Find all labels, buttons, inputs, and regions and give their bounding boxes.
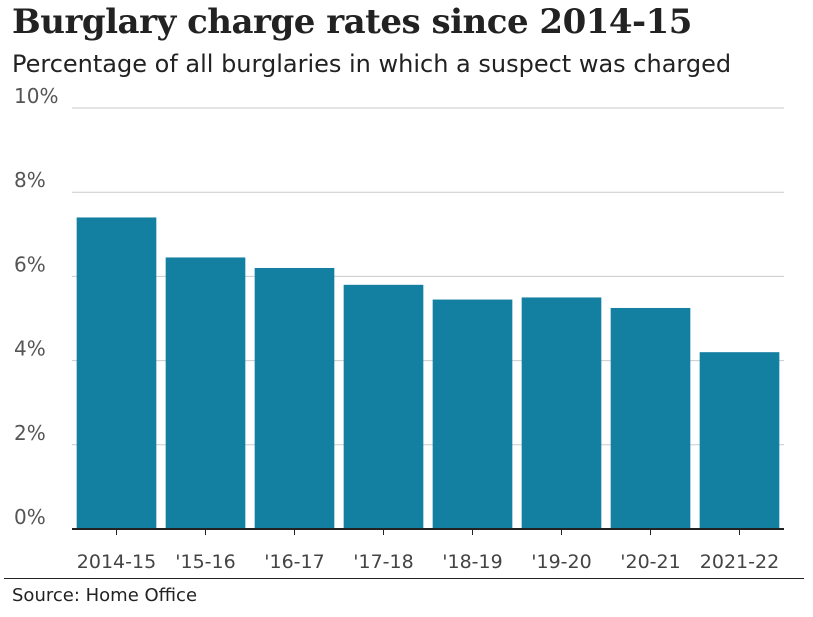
bar bbox=[432, 299, 513, 529]
bar bbox=[254, 267, 335, 529]
x-axis-tick-labels: 2014-15 '15-16 '16-17 '17-18 '18-19 '19-20 '20… bbox=[77, 551, 779, 573]
source-divider bbox=[4, 578, 804, 579]
x-tick-label: '18-19 bbox=[442, 551, 502, 573]
bar bbox=[76, 217, 157, 529]
x-tick-label: '20-21 bbox=[620, 551, 680, 573]
y-tick-label: 8% bbox=[14, 168, 46, 192]
bar bbox=[699, 352, 780, 529]
x-tick-label: '19-20 bbox=[531, 551, 591, 573]
y-tick-label: 6% bbox=[14, 252, 46, 276]
x-axis bbox=[72, 528, 784, 535]
x-tick-label: '15-16 bbox=[175, 551, 235, 573]
x-tick-label: '16-17 bbox=[264, 551, 324, 573]
x-tick-label: 2014-15 bbox=[77, 551, 156, 573]
chart-subtitle: Percentage of all burglaries in which a … bbox=[12, 50, 732, 78]
chart-title: Burglary charge rates since 2014-15 bbox=[12, 2, 692, 42]
y-tick-label: 10% bbox=[14, 84, 58, 108]
source-note: Source: Home Office bbox=[12, 585, 198, 606]
bar bbox=[610, 307, 691, 529]
bar bbox=[521, 297, 602, 529]
bar bbox=[165, 257, 246, 529]
x-tick-label: '17-18 bbox=[353, 551, 413, 573]
y-tick-label: 0% bbox=[14, 505, 46, 529]
y-tick-label: 2% bbox=[14, 421, 46, 445]
y-tick-label: 4% bbox=[14, 337, 46, 361]
y-axis-tick-labels: 0% 2% 4% 6% 8% 10% bbox=[14, 84, 58, 529]
bars bbox=[76, 217, 780, 529]
bar bbox=[343, 284, 424, 529]
x-tick-label: 2021-22 bbox=[700, 551, 779, 573]
